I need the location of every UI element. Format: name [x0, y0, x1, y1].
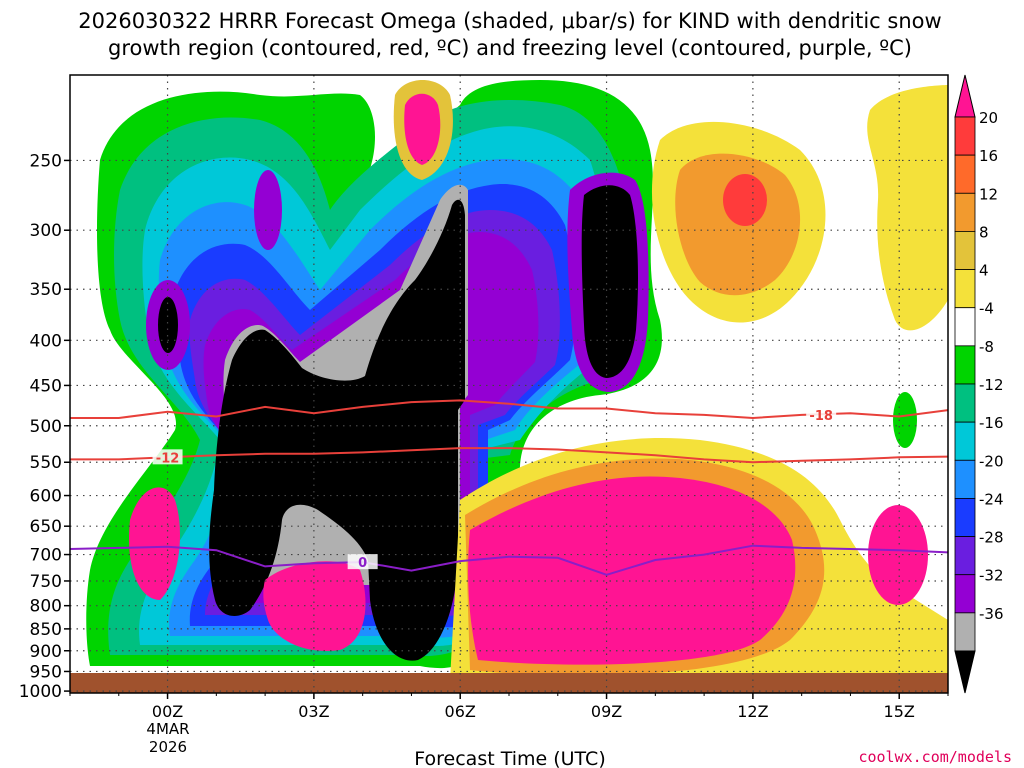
- x-tick-label-09Z: 09Z: [591, 702, 622, 721]
- colorbar-band: [954, 536, 976, 576]
- y-tick-label-900: 900: [30, 642, 62, 662]
- omega-region-upward-black: [209, 199, 465, 661]
- dgz-contour--12-label: -12: [156, 451, 180, 466]
- omega-region-upward-black-core-inner: [581, 185, 638, 378]
- dgz-contour--18-label-bg: [806, 406, 837, 422]
- omega-region-downward-ne-red: [723, 174, 767, 226]
- colorbar-band: [954, 116, 976, 156]
- y-tick-label-250: 250: [30, 151, 62, 171]
- x-tick-label-06Z: 06Z: [445, 702, 476, 721]
- omega-feature-right-green: [893, 392, 917, 448]
- colorbar: 20 16 12 8 4 -4 -8 -12 -16 -20 -24 -28 -32 -36: [954, 74, 1004, 694]
- colorbar-label: 8: [979, 223, 989, 241]
- chart-title-line2: growth region (contoured, red, ºC) and f…: [108, 36, 912, 60]
- x-axis-label: Forecast Time (UTC): [414, 748, 605, 768]
- colorbar-top-arrow: [954, 74, 976, 118]
- y-tick-label-600: 600: [30, 487, 62, 507]
- colorbar-label: -4: [979, 300, 994, 318]
- chart-grid: [70, 75, 948, 693]
- colorbar-band: [954, 154, 976, 194]
- colorbar-label: 20: [979, 109, 998, 127]
- colorbar-band: [954, 192, 976, 232]
- colorbar-label: -36: [979, 605, 1004, 623]
- y-tick-label-950: 950: [30, 662, 62, 682]
- colorbar-label: 16: [979, 147, 998, 165]
- omega-region-downward-mid-pink: [263, 561, 366, 651]
- y-tick-label-300: 300: [30, 221, 62, 241]
- freezing-level-contour-0-label: 0: [358, 556, 367, 571]
- y-tick-label-550: 550: [30, 453, 62, 473]
- y-tick-label-350: 350: [30, 280, 62, 300]
- x-tick-label-12Z: 12Z: [737, 702, 768, 721]
- colorbar-band: [954, 345, 976, 385]
- dgz-contour--12-label-bg: [152, 449, 183, 465]
- omega-region-downward-bottom-pink: [468, 476, 796, 665]
- dgz-contour--18-line: [70, 399, 949, 420]
- colorbar-band: [954, 498, 976, 537]
- omega-shading: [86, 80, 948, 680]
- colorbar-label: -8: [979, 338, 994, 356]
- colorbar-label: 4: [979, 262, 989, 280]
- colorbar-band: [954, 421, 976, 461]
- freezing-level-contour-0-line: [69, 544, 949, 576]
- colorbar-bottom-arrow: [954, 650, 976, 694]
- colorbar-band: [954, 307, 976, 347]
- x-axis-date-line1: 4MAR: [146, 720, 189, 738]
- credit-text: coolwx.com/models: [858, 748, 1012, 766]
- omega-region-downward-top-pink: [404, 93, 441, 165]
- y-tick-label-850: 850: [30, 620, 62, 640]
- dgz-contour--12-line: [70, 447, 949, 464]
- x-tick-label-15Z: 15Z: [884, 702, 915, 721]
- colorbar-band: [954, 612, 976, 652]
- y-tick-label-400: 400: [30, 331, 62, 351]
- colorbar-band: [954, 269, 976, 309]
- omega-region-downward-left-pink: [129, 487, 180, 600]
- colorbar-label: -32: [979, 567, 1004, 585]
- freezing-level-contour-0-label-bg: [347, 554, 378, 570]
- colorbar-label: -28: [979, 529, 1004, 547]
- x-tick-label-00Z: 00Z: [152, 702, 183, 721]
- chart-title-line1: 2026030322 HRRR Forecast Omega (shaded, …: [78, 9, 941, 33]
- colorbar-label: 12: [979, 185, 998, 203]
- y-axis: 2503003504004505005506006507007508008509…: [19, 151, 70, 702]
- y-tick-label-800: 800: [30, 597, 62, 617]
- omega-region-downward-right-pink: [868, 505, 928, 605]
- omega-feature-left-core-inner: [158, 297, 178, 353]
- y-tick-label-650: 650: [30, 517, 62, 537]
- colorbar-band: [954, 574, 976, 614]
- ground-strip: [70, 673, 948, 693]
- y-tick-label-450: 450: [30, 376, 62, 396]
- dgz-contour--18-label: -18: [809, 409, 833, 424]
- y-tick-label-750: 750: [30, 572, 62, 592]
- colorbar-band: [954, 459, 976, 499]
- y-tick-label-1000: 1000: [19, 682, 62, 702]
- omega-feature-upper-core: [254, 170, 282, 250]
- y-tick-label-500: 500: [30, 417, 62, 437]
- x-tick-label-03Z: 03Z: [298, 702, 329, 721]
- x-axis-date-line2: 2026: [149, 738, 187, 756]
- omega-region-downward-far-right: [867, 85, 948, 331]
- colorbar-label: -16: [979, 414, 1004, 432]
- colorbar-band: [954, 231, 976, 270]
- x-axis: 00Z 03Z 06Z 09Z 12Z 15Z: [69, 693, 949, 721]
- colorbar-label: -12: [979, 376, 1004, 394]
- chart-contours: -18 -12 0: [69, 399, 949, 576]
- y-tick-label-700: 700: [30, 546, 62, 566]
- colorbar-label: -20: [979, 452, 1004, 470]
- colorbar-label: -24: [979, 490, 1004, 508]
- colorbar-band: [954, 383, 976, 423]
